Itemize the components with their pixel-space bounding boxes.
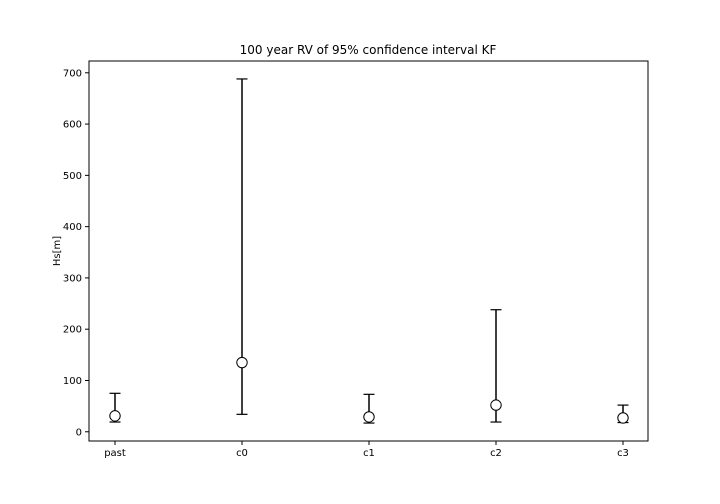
y-tick-label: 300: [63, 273, 82, 284]
y-tick-label: 0: [76, 427, 82, 438]
chart-title: 100 year RV of 95% confidence interval K…: [240, 43, 497, 57]
y-tick-label: 200: [63, 325, 82, 336]
y-tick-label: 100: [63, 376, 82, 387]
x-tick-label: c2: [490, 448, 502, 459]
x-tick-label: c0: [236, 448, 248, 459]
y-tick-label: 500: [63, 171, 82, 182]
x-tick-label: c1: [363, 448, 375, 459]
plot-frame: [88, 60, 649, 442]
data-point: [617, 412, 629, 424]
y-tick-label: 700: [63, 68, 82, 79]
data-point: [109, 410, 121, 422]
y-axis-label: Hs[m]: [52, 236, 63, 266]
y-axis-ticks: 0 100 200 300 400 500 600 700: [63, 68, 89, 438]
x-tick-label: c3: [617, 448, 629, 459]
y-tick-label: 600: [63, 120, 82, 131]
data-point: [236, 356, 248, 369]
data-point: [363, 411, 375, 423]
errorbar-series: [109, 78, 629, 424]
x-tick-label: past: [104, 448, 126, 459]
x-axis-ticks: past c0 c1 c2 c3: [104, 441, 629, 459]
data-point: [490, 399, 502, 411]
y-tick-label: 400: [63, 222, 82, 233]
